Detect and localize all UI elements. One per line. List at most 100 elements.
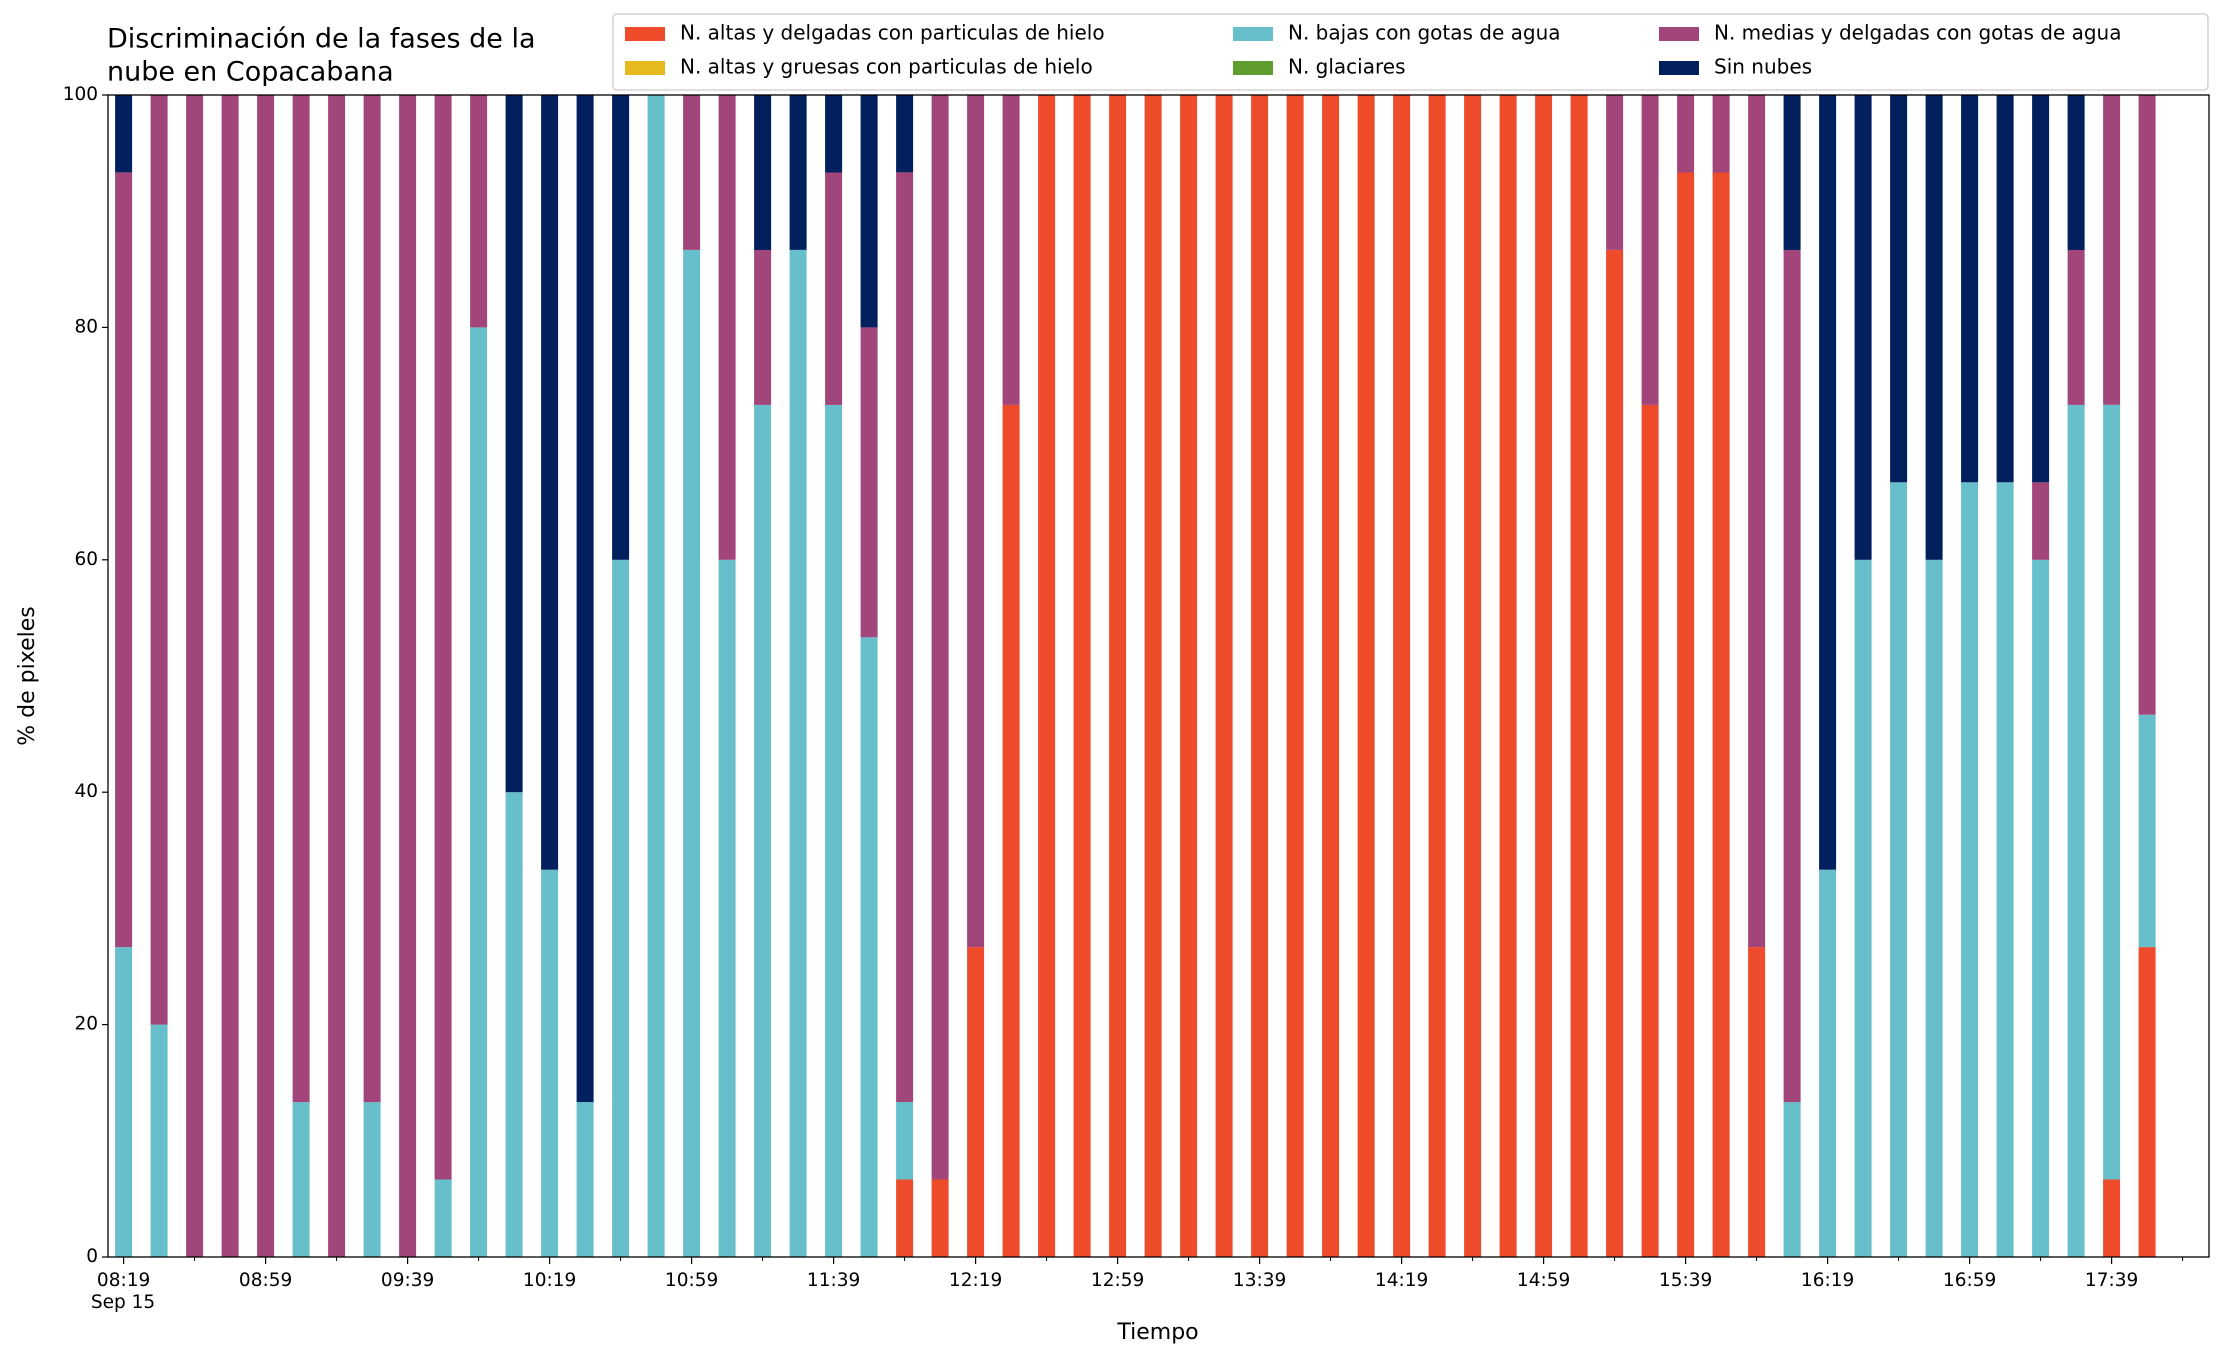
legend-swatch (625, 27, 665, 41)
bar-segment (1819, 869, 1837, 1257)
bar-segment (683, 249, 701, 1257)
bar-segment (257, 95, 275, 1257)
bar-segment (1641, 404, 1659, 1257)
bar-segment (1854, 559, 1872, 1257)
bar-segment (1322, 95, 1340, 1257)
bar-segment (896, 1101, 914, 1180)
bar-segment (1606, 249, 1624, 1257)
bar-segment (1357, 95, 1375, 1257)
bar-segment (1677, 172, 1695, 1258)
bar-segment (363, 95, 381, 1103)
bar-segment (825, 404, 843, 1257)
legend-box (612, 13, 2209, 91)
bar-segment (363, 1102, 381, 1257)
bar-segment (2032, 559, 2050, 1257)
bar-segment (399, 95, 417, 1257)
bar-segment (1961, 95, 1979, 483)
bar-segment (292, 95, 310, 1103)
bar-segment (1286, 95, 1304, 1257)
bar-segment (1215, 95, 1233, 1257)
plot-frame (107, 94, 2210, 1258)
x-tick-label: 14:19 (1375, 1270, 1428, 1291)
x-tick-label: 16:59 (1943, 1270, 1996, 1291)
bar-segment (931, 1179, 949, 1257)
bar-segment (1677, 95, 1695, 173)
bar-segment (434, 1179, 452, 1257)
y-tick-label: 40 (74, 781, 98, 802)
bar-segment (1712, 95, 1730, 173)
bar-segment (1251, 95, 1269, 1257)
x-tick-label: 12:19 (949, 1270, 1002, 1291)
bar-segment (754, 404, 772, 1257)
bar-segment (1535, 95, 1553, 1257)
bar-segment (505, 792, 523, 1257)
bar-segment (1712, 172, 1730, 1258)
y-axis-label: % de pixeles (15, 606, 40, 745)
legend-swatch (1233, 61, 1273, 75)
x-tick-label: 08:19 (97, 1270, 150, 1291)
bar-segment (434, 95, 452, 1180)
legend-swatch (1233, 27, 1273, 41)
bar-segment (2103, 94, 2121, 405)
legend-label: N. glaciares (1288, 55, 1406, 79)
bar-segment (1783, 250, 1801, 1103)
bar-segment (1109, 95, 1127, 1257)
y-tick-label: 60 (74, 549, 98, 570)
bar-segment (896, 94, 914, 173)
legend-swatch (1659, 61, 1699, 75)
bar-segment (789, 95, 807, 250)
bar-segment (825, 95, 843, 173)
bar-segment (1002, 95, 1020, 405)
x-tick-label: 09:39 (381, 1270, 434, 1291)
bar-segment (541, 95, 559, 870)
x-tick-label: 10:59 (665, 1270, 718, 1291)
bar-segment (576, 95, 594, 1103)
bar-segment (1393, 95, 1411, 1257)
bar-segment (576, 1102, 594, 1257)
bar-segment (1073, 95, 1091, 1257)
bar-segment (718, 559, 736, 1257)
bar-segment (1002, 404, 1020, 1257)
bar-segment (470, 95, 488, 328)
legend-label: N. medias y delgadas con gotas de agua (1714, 21, 2122, 45)
bar-segment (1961, 482, 1979, 1258)
bar-segment (1890, 482, 1908, 1258)
x-tick-label: 15:39 (1659, 1270, 1712, 1291)
bar-segment (1996, 95, 2014, 483)
bar-segment (1464, 95, 1482, 1257)
bar-segment (221, 95, 239, 1257)
bar-segment (1854, 95, 1872, 560)
x-tick-label: 11:39 (807, 1270, 860, 1291)
bar-segment (1925, 95, 1943, 560)
legend-swatch (625, 61, 665, 75)
legend-label: N. altas y gruesas con particulas de hie… (680, 55, 1093, 79)
bar-segment (612, 95, 630, 560)
bar-segment (1499, 95, 1517, 1257)
bar-segment (470, 327, 488, 1257)
x-tick-label: 10:19 (523, 1270, 576, 1291)
bar-segment (1783, 95, 1801, 251)
x-tick-label: 14:59 (1517, 1270, 1570, 1291)
bar-segment (1890, 95, 1908, 483)
bar-segment (647, 95, 665, 1257)
bar-segment (292, 1102, 310, 1257)
bar-segment (115, 94, 133, 173)
bar-segment (150, 95, 168, 1025)
bar-segment (754, 95, 772, 251)
bar-segment (683, 95, 701, 250)
bar-segment (2067, 95, 2085, 251)
bar-segment (860, 637, 878, 1257)
legend-label: N. altas y delgadas con particulas de hi… (680, 21, 1105, 45)
bar-segment (2138, 95, 2156, 715)
bar-segment (718, 95, 736, 560)
bar-segment (1819, 95, 1837, 870)
bar-segment (505, 95, 523, 793)
bar-segment (1038, 95, 1056, 1257)
legend-label: N. bajas con gotas de agua (1288, 21, 1561, 45)
bar-segment (186, 95, 204, 1257)
x-tick-label: 08:59 (239, 1270, 292, 1291)
y-tick-label: 80 (74, 316, 98, 337)
bar-segment (967, 95, 985, 948)
bar-segment (150, 1024, 168, 1257)
bar-segment (541, 869, 559, 1257)
